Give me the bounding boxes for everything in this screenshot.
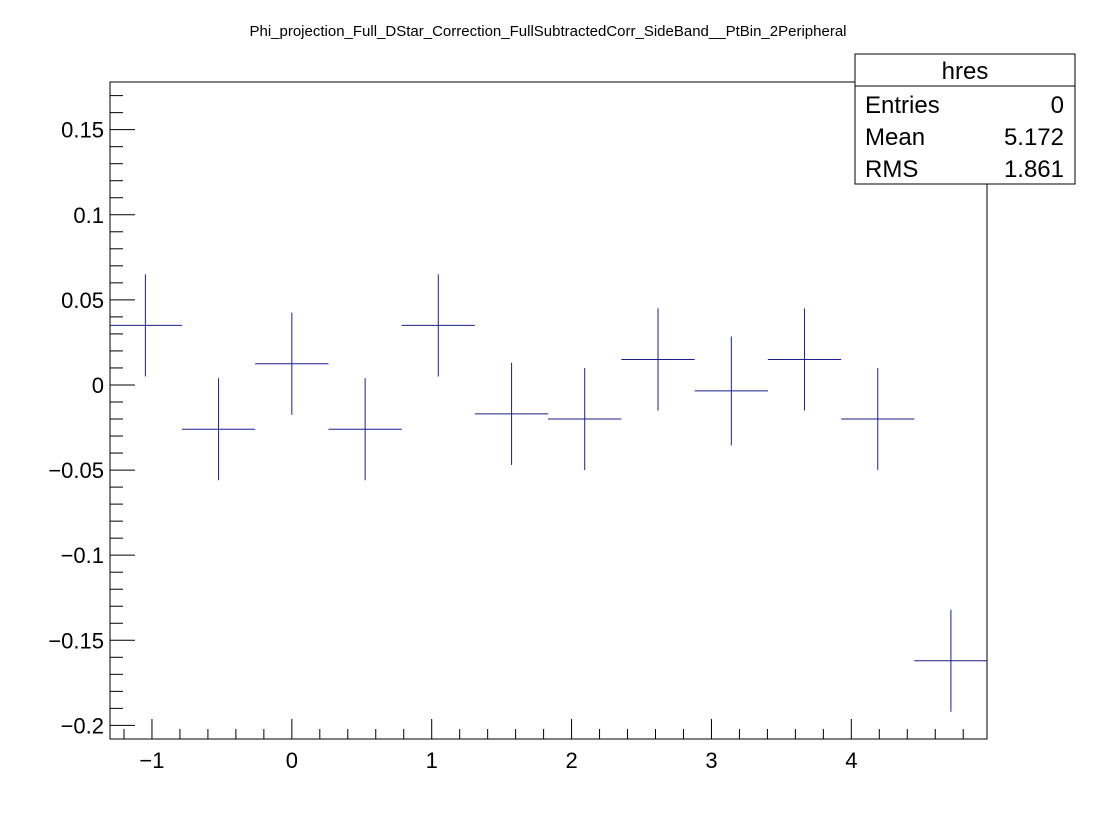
stats-entries-label: Entries (865, 92, 940, 119)
x-tick-label: 3 (705, 748, 717, 773)
stats-box-name: hres (942, 58, 989, 85)
y-tick-label: −0.05 (48, 458, 104, 483)
data-point (474, 362, 549, 465)
x-tick-label: 1 (426, 748, 438, 773)
data-series (110, 274, 987, 712)
data-point (621, 308, 695, 411)
data-point (914, 609, 987, 712)
y-tick-label: −0.2 (61, 713, 104, 738)
y-tick-label: −0.15 (48, 628, 104, 653)
y-tick-label: 0 (92, 373, 104, 398)
data-point (328, 378, 402, 481)
x-tick-label: 2 (565, 748, 577, 773)
x-axis: −1 0 1 2 3 4 (123, 719, 964, 773)
stats-entries-value: 0 (1051, 92, 1064, 119)
data-point (548, 367, 622, 471)
stats-mean-label: Mean (865, 124, 925, 151)
x-tick-label: −1 (139, 748, 164, 773)
data-point (401, 274, 475, 377)
data-point (841, 367, 915, 471)
x-tick-label: 4 (845, 748, 857, 773)
plot-frame (109, 81, 988, 740)
y-tick-label: 0.1 (73, 203, 104, 228)
stats-rms-label: RMS (865, 156, 918, 183)
data-point (255, 312, 329, 415)
stats-box-frame (854, 53, 1076, 185)
chart-title: Phi_projection_Full_DStar_Correction_Ful… (249, 23, 846, 40)
y-tick-label: −0.1 (61, 543, 104, 568)
data-point (181, 378, 256, 481)
y-axis: −0.2 −0.15 −0.1 −0.05 0 0.05 0.1 0.15 (48, 95, 135, 738)
data-point (110, 274, 183, 377)
stats-box: hres Entries 0 Mean 5.172 RMS 1.861 (854, 53, 1076, 185)
y-tick-label: 0.05 (61, 288, 104, 313)
data-point (694, 336, 768, 446)
x-tick-label: 0 (286, 748, 298, 773)
data-point (767, 308, 842, 411)
stats-rms-value: 1.861 (1004, 156, 1064, 183)
stats-mean-value: 5.172 (1004, 124, 1064, 151)
y-tick-label: 0.15 (61, 118, 104, 143)
